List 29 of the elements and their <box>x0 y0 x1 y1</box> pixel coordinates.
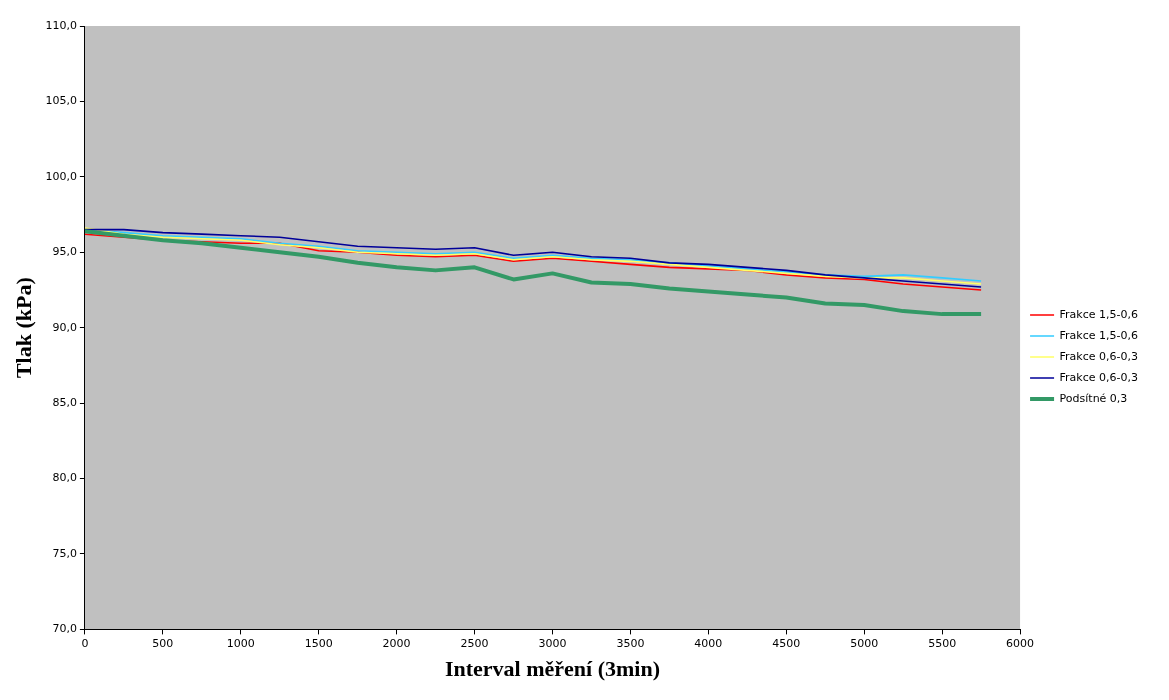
x-tick-label: 0 <box>81 636 89 650</box>
y-tick-label: 75,0 <box>52 546 77 560</box>
y-tick-label: 85,0 <box>52 395 77 409</box>
x-tick-label: 4000 <box>694 636 723 650</box>
legend-label: Frakce 0,6-0,3 <box>1059 370 1139 384</box>
y-tick-label: 70,0 <box>52 622 77 636</box>
x-tick-label: 4500 <box>772 636 801 650</box>
x-tick-label: 500 <box>152 636 174 650</box>
y-tick-label: 110,0 <box>45 18 77 32</box>
legend-label: Frakce 1,5-0,6 <box>1059 307 1139 321</box>
x-tick-label: 6000 <box>1006 636 1035 650</box>
x-tick-label: 1000 <box>226 636 255 650</box>
legend-label: Podsítné 0,3 <box>1059 391 1128 405</box>
x-axis-title: Interval měření (3min) <box>444 656 661 682</box>
y-tick-label: 80,0 <box>52 471 77 485</box>
x-tick-label: 2000 <box>382 636 411 650</box>
y-tick-label: 100,0 <box>45 169 77 183</box>
y-tick-label: 105,0 <box>45 94 77 108</box>
x-tick-label: 3500 <box>616 636 645 650</box>
legend-label: Frakce 1,5-0,6 <box>1059 328 1139 342</box>
x-tick-label: 2500 <box>460 636 489 650</box>
x-tick-label: 3000 <box>538 636 567 650</box>
y-axis-title: Tlak (kPa) <box>10 277 36 379</box>
x-tick-label: 5500 <box>928 636 957 650</box>
legend-label: Frakce 0,6-0,3 <box>1059 349 1139 363</box>
x-tick-label: 5000 <box>850 636 879 650</box>
y-tick-label: 95,0 <box>52 245 77 259</box>
y-tick-label: 90,0 <box>52 320 77 334</box>
x-tick-label: 1500 <box>304 636 333 650</box>
